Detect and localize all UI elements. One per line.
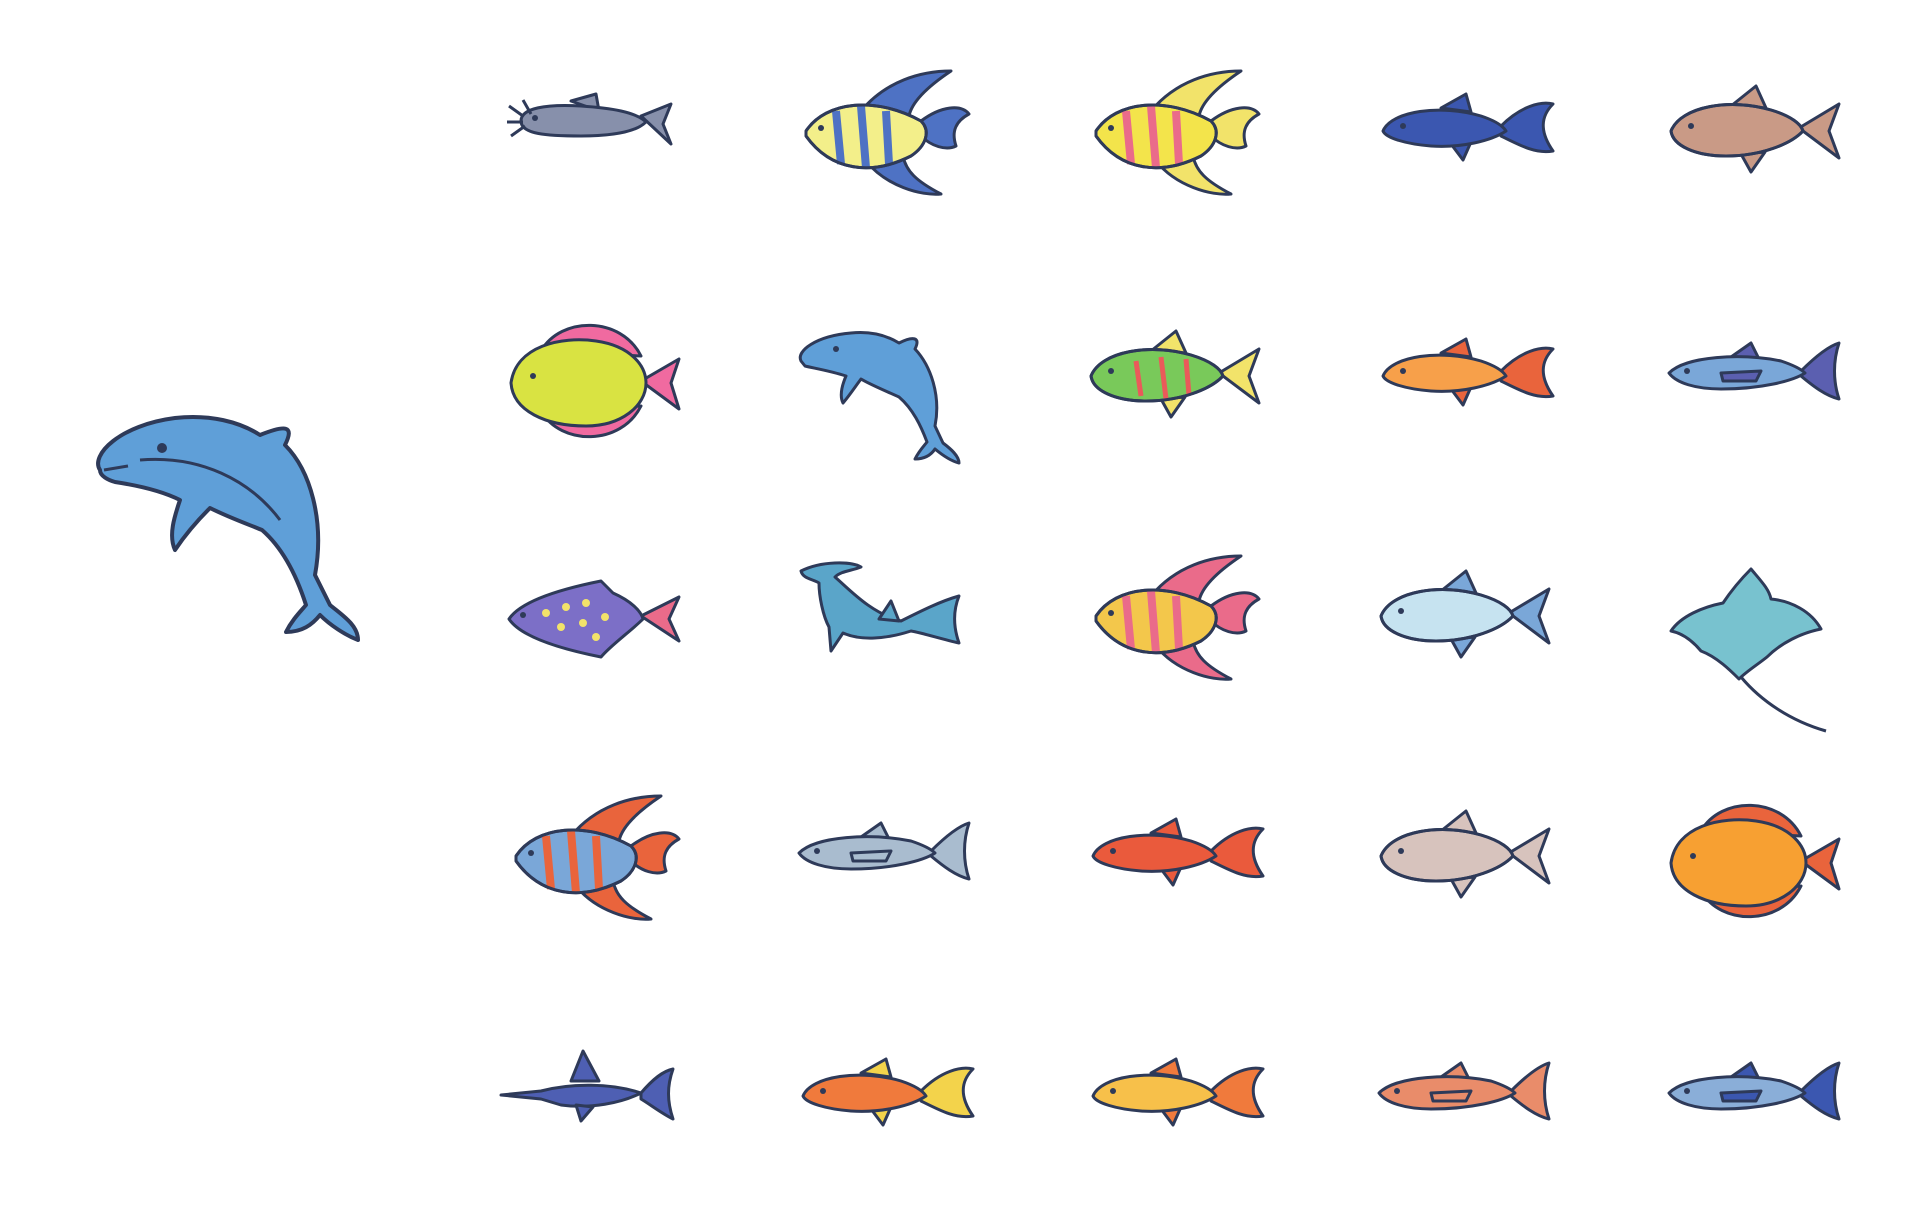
manta-ray-icon: [1630, 525, 1870, 733]
swordfish-icon: [470, 1005, 710, 1195]
catfish-icon: [470, 40, 710, 230]
goldfish-orange-icon: [1340, 285, 1580, 475]
molly-icon: [1340, 40, 1580, 230]
dolphin-small-icon: [760, 285, 1000, 475]
herring-icon: [1340, 525, 1580, 715]
hammerhead-shark-icon: [760, 525, 1000, 715]
moorish-idol-icon: [1050, 525, 1290, 715]
goldfish-icon: [1050, 1005, 1290, 1195]
flounder-icon: [470, 525, 710, 715]
cardinal-fish-icon: [470, 765, 710, 955]
gourami-icon: [1050, 285, 1290, 475]
salmon-icon: [1340, 1005, 1580, 1195]
angelfish-blue-yellow-icon: [760, 40, 1000, 230]
trout-icon: [1340, 765, 1580, 955]
carp-icon: [1630, 40, 1870, 230]
mackerel-icon: [760, 765, 1000, 955]
angelfish-rainbow-icon: [1050, 40, 1290, 230]
rockfish-icon: [1050, 765, 1290, 955]
guppy-icon: [760, 1005, 1000, 1195]
dolphin-icon: [80, 400, 400, 690]
tuna-icon: [1630, 285, 1870, 475]
bonito-icon: [1630, 1005, 1870, 1195]
tang-icon: [470, 285, 710, 475]
clownfish-disc-icon: [1630, 765, 1870, 955]
